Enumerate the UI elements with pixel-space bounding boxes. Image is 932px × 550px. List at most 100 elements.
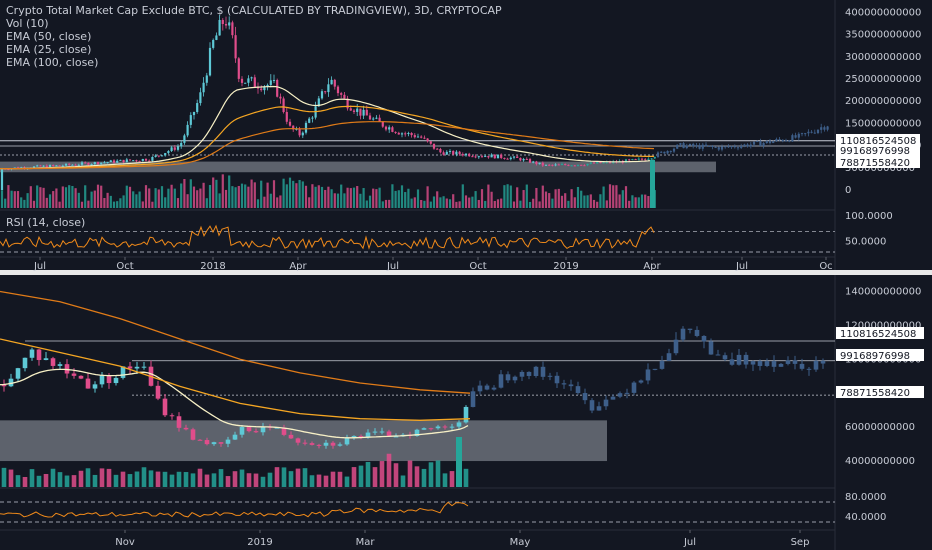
top-candle (679, 143, 682, 145)
top-volume-bar (119, 198, 122, 208)
top-volume-bar (608, 184, 612, 208)
top-candle (788, 140, 791, 142)
top-volume-bar (378, 187, 381, 208)
bottom-candle (176, 416, 182, 428)
top-volume-bar (295, 183, 298, 208)
top-candle (647, 158, 650, 160)
legend-ema50[interactable]: EMA (50, close) (6, 30, 92, 43)
top-volume-bar (122, 195, 125, 208)
bottom-volume-bar (8, 469, 14, 487)
top-candle (394, 131, 397, 133)
bottom-candle (106, 375, 112, 384)
bottom-candle (729, 359, 735, 365)
top-candle (580, 164, 583, 166)
top-candle (100, 162, 103, 165)
top-candle (752, 141, 756, 145)
top-volume-bar (23, 199, 26, 208)
top-volume-bar (516, 187, 519, 208)
top-price-label: 99168976998 (840, 146, 910, 157)
top-volume-bar (298, 179, 301, 208)
bottom-candle (757, 361, 763, 366)
bottom-x-tick: Sep (791, 537, 810, 548)
top-candle (599, 161, 602, 164)
top-volume-bar (58, 201, 61, 208)
bottom-price-label-bg (836, 327, 924, 339)
bottom-volume-bar (323, 475, 329, 487)
bottom-candle (778, 363, 784, 367)
bottom-volume-bar (386, 453, 392, 487)
top-volume-bar (506, 184, 509, 208)
top-candle (282, 98, 285, 113)
top-x-tick: Jul (735, 261, 748, 272)
top-volume-bar (308, 197, 311, 208)
bottom-candle (155, 385, 161, 399)
top-candle (148, 160, 151, 162)
top-candle (740, 145, 743, 148)
top-candle (650, 158, 653, 160)
top-candle (711, 145, 714, 147)
top-volume-bar (394, 190, 397, 208)
bottom-candle (15, 368, 21, 379)
top-candle (176, 146, 180, 150)
top-volume-bar (116, 201, 119, 208)
bottom-candle (631, 382, 637, 393)
bottom-candle (281, 427, 287, 435)
top-candle (442, 152, 445, 155)
top-candle (244, 82, 247, 84)
top-candle (170, 147, 173, 152)
bottom-candle (162, 398, 168, 416)
bottom-support-zone (0, 420, 607, 462)
bottom-volume-bar (365, 461, 371, 487)
bottom-volume-bar (463, 468, 469, 487)
rsi-label[interactable]: RSI (14, close) (6, 216, 86, 229)
bottom-candle (540, 366, 546, 377)
top-candle (218, 19, 221, 36)
top-candle (448, 150, 452, 152)
top-volume-bar (218, 193, 221, 208)
top-candle (772, 141, 775, 143)
bottom-volume-bar (50, 468, 56, 487)
top-volume-bar (80, 201, 84, 208)
top-volume-bar (452, 194, 455, 208)
top-candle (794, 135, 797, 138)
top-candle (42, 165, 45, 167)
top-candle (138, 160, 141, 162)
top-volume-bar (330, 189, 333, 208)
legend-ema25[interactable]: EMA (25, close) (6, 43, 92, 56)
top-candle (116, 160, 119, 163)
top-volume-bar (141, 201, 144, 208)
top-volume-bar (384, 199, 388, 208)
top-candle (164, 153, 167, 156)
bottom-candle (379, 431, 385, 433)
top-volume-bar (365, 200, 368, 208)
bottom-volume-bar (169, 474, 175, 487)
bottom-candle (414, 429, 420, 436)
bottom-candle (225, 439, 231, 444)
top-volume-bar (228, 175, 231, 208)
legend-vol[interactable]: Vol (10) (6, 17, 49, 30)
top-candle (74, 164, 77, 166)
bottom-price-label-bg (836, 386, 924, 398)
top-candle (196, 103, 199, 112)
bottom-candle (190, 429, 196, 440)
top-candle (167, 151, 170, 154)
top-candle (525, 158, 528, 160)
bottom-candle (421, 428, 427, 430)
top-candle (708, 145, 711, 147)
top-volume-bar (36, 185, 39, 208)
legend-ema100[interactable]: EMA (100, close) (6, 56, 99, 69)
top-volume-bar (199, 188, 202, 208)
bottom-volume-bar (344, 476, 350, 487)
top-volume-bar (221, 174, 224, 208)
bottom-candle (603, 399, 609, 407)
top-volume-bar (484, 200, 487, 208)
bottom-x-tick: Jul (683, 537, 696, 548)
top-volume-bar (496, 199, 500, 208)
top-candle (500, 154, 503, 158)
top-candle (570, 165, 573, 167)
bottom-volume-bar (253, 473, 259, 487)
top-x-tick: Oct (116, 261, 133, 272)
top-volume-bar (557, 188, 560, 208)
top-volume-bar (343, 193, 346, 208)
bottom-candle (470, 391, 476, 407)
